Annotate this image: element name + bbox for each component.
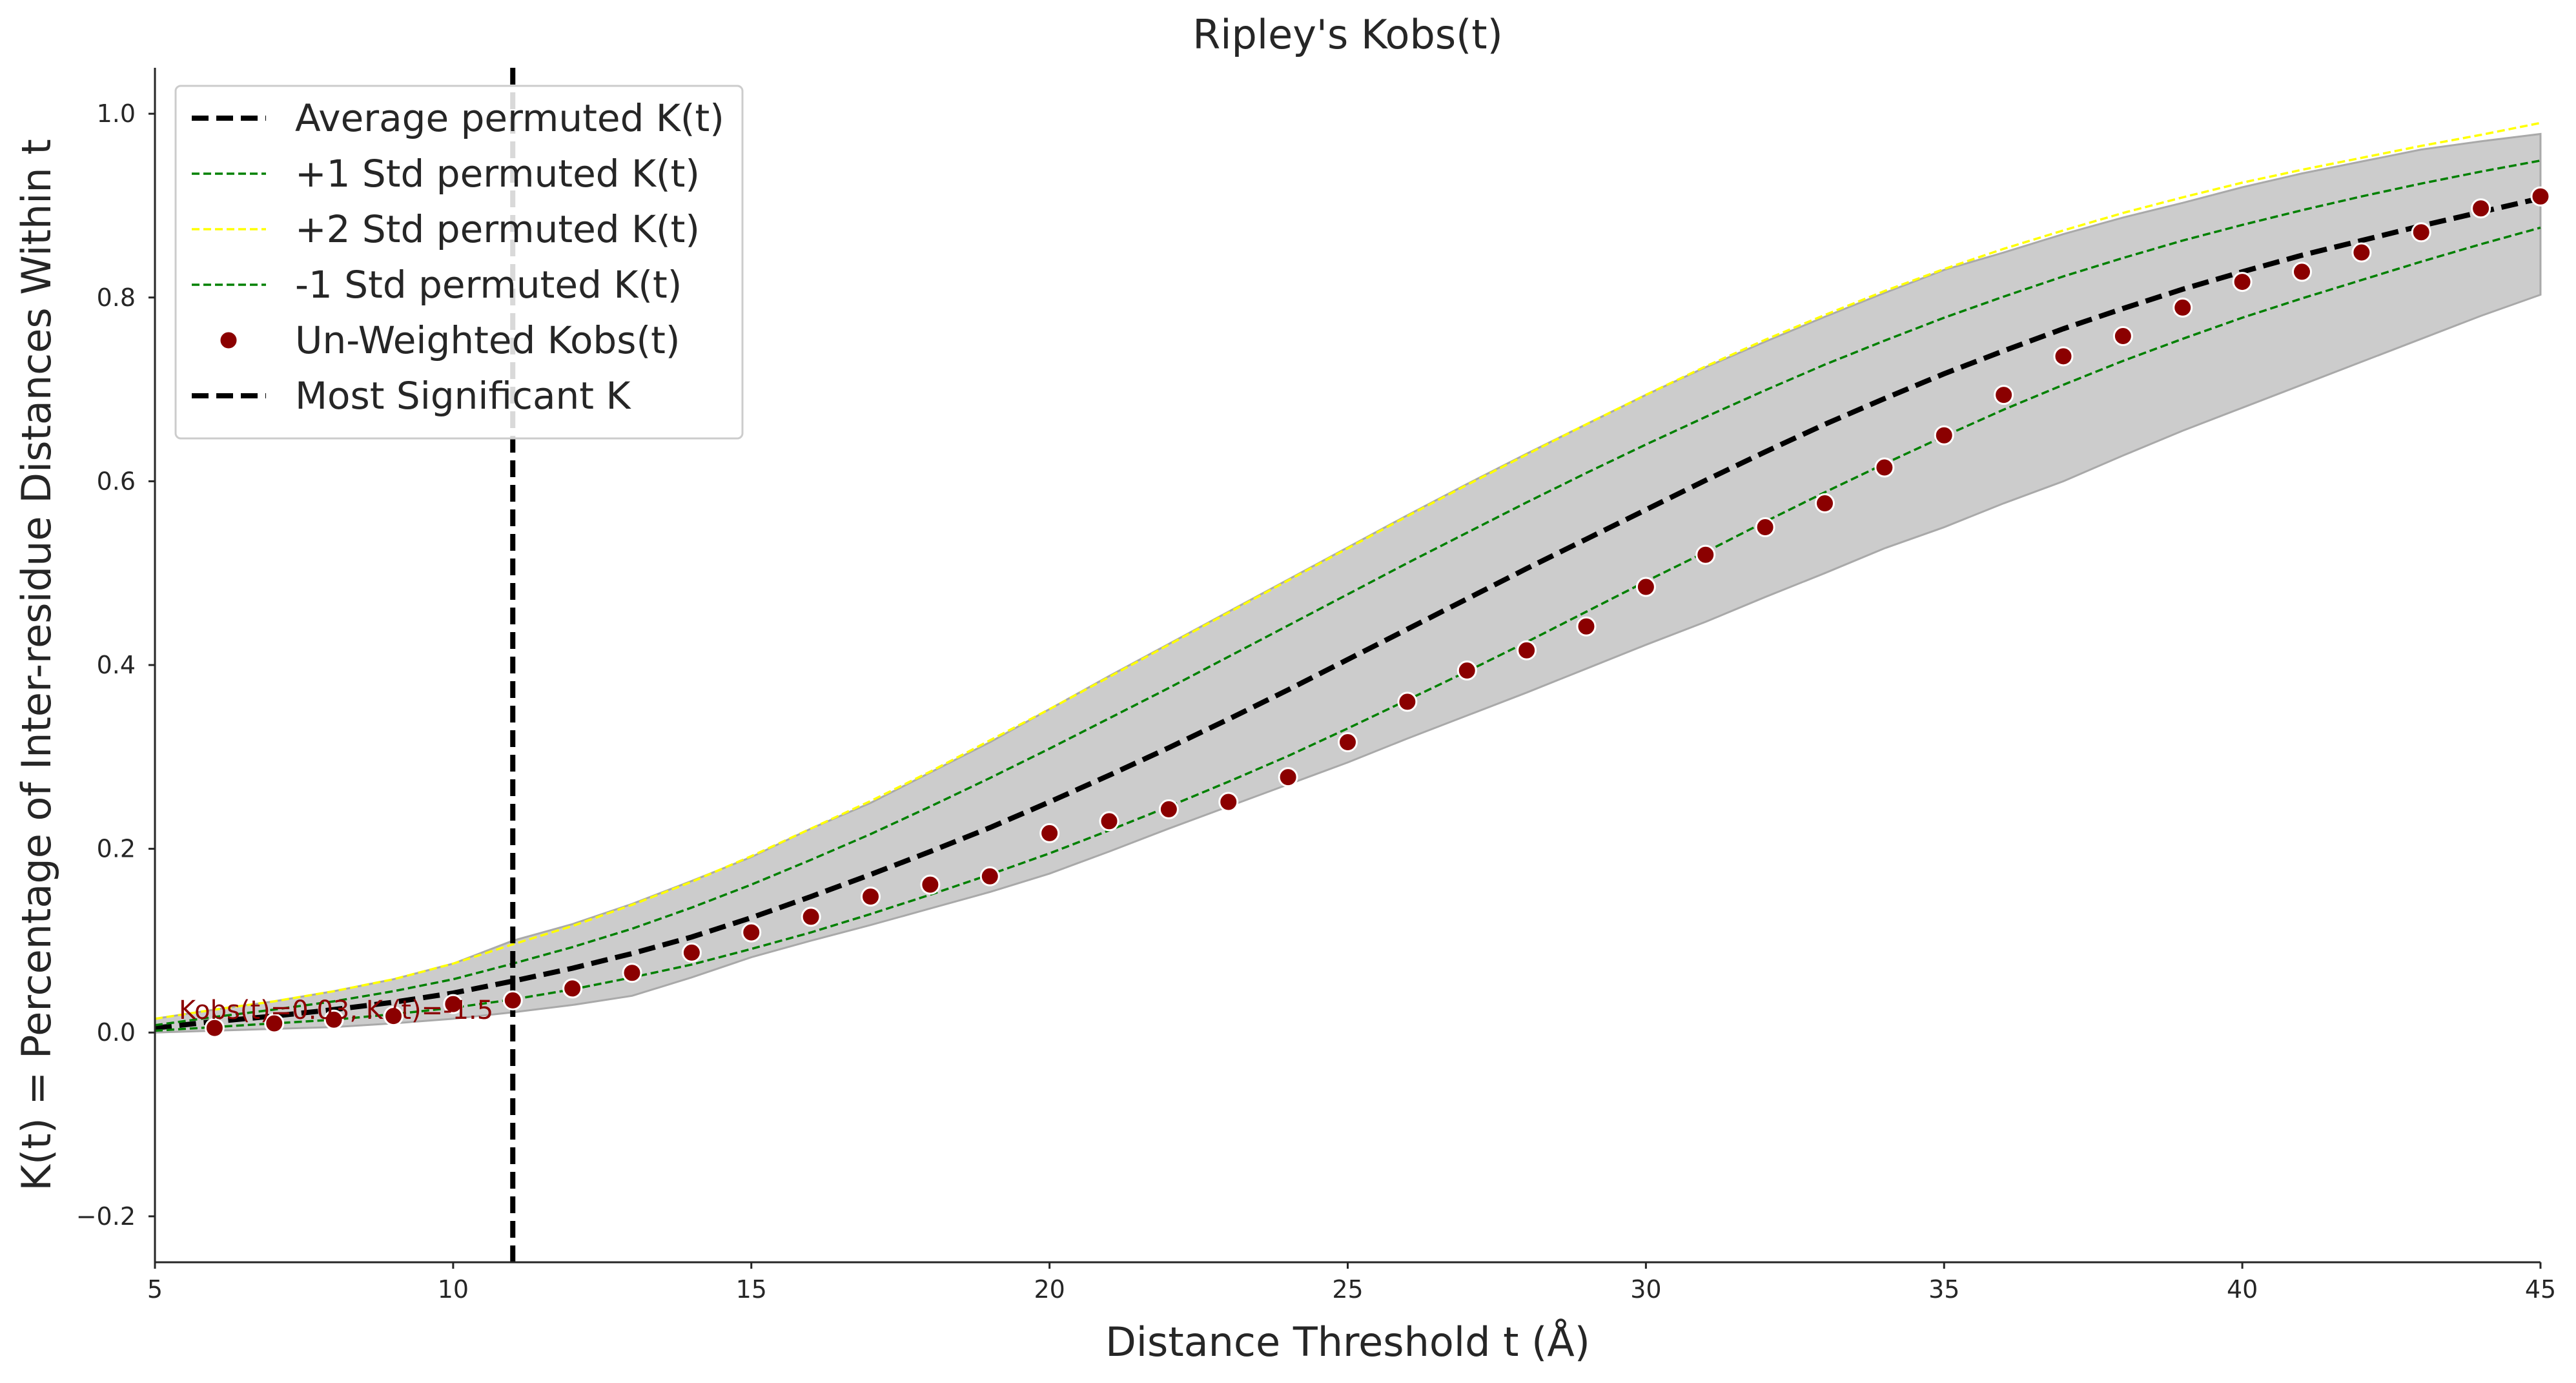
x-tick-label: 30 <box>1630 1275 1661 1304</box>
legend-entry: +1 Std permuted K(t) <box>192 152 700 196</box>
legend-entry: -1 Std permuted K(t) <box>192 263 682 307</box>
kobs-point <box>741 922 762 943</box>
kobs-annotation: Kobs(t)=0.03, K (t)=-1.5 <box>179 996 493 1025</box>
kobs-point <box>1338 732 1358 753</box>
kobs-point <box>323 1009 344 1030</box>
kobs-point <box>622 963 642 983</box>
kobs-point <box>1218 792 1239 812</box>
legend-entry: Un-Weighted Kobs(t) <box>218 318 680 362</box>
kobs-point <box>1874 457 1895 478</box>
legend-label: Most Significant K <box>295 374 631 418</box>
x-tick-label: 25 <box>1332 1275 1363 1304</box>
y-axis-label: K(t) = Percentage of Inter-residue Dista… <box>13 139 60 1191</box>
axes: 5 10 15 20 25 30 35 40 45 −0.2 0.0 0.2 0.4 0.6 0.8 1.0 <box>76 68 2556 1304</box>
x-tick-label: 35 <box>1928 1275 1959 1304</box>
kobs-point <box>2471 198 2491 219</box>
std-band <box>154 132 2542 1034</box>
kobs-point <box>1576 616 1597 637</box>
kobs-point <box>1635 577 1656 597</box>
kobs-point <box>204 1018 225 1038</box>
kobs-point <box>562 978 583 999</box>
y-tick-label: 0.4 <box>97 651 136 679</box>
legend-swatch <box>218 330 239 351</box>
kobs-point <box>861 886 881 907</box>
x-tick-label: 45 <box>2525 1275 2556 1304</box>
legend-label: -1 Std permuted K(t) <box>295 263 682 307</box>
kobs-point <box>1755 517 1775 538</box>
kobs-point <box>2053 346 2074 367</box>
kobs-point <box>979 866 1000 886</box>
x-tick-label: 20 <box>1034 1275 1065 1304</box>
kobs-point <box>2351 242 2372 263</box>
x-axis-label: Distance Threshold t (Å) <box>1105 1318 1590 1366</box>
kobs-point <box>1457 661 1477 681</box>
x-tick-label: 10 <box>438 1275 469 1304</box>
legend-entry: +2 Std permuted K(t) <box>192 207 700 251</box>
plus2-std-line <box>154 121 2541 1020</box>
kobs-point <box>2292 261 2312 282</box>
kobs-point <box>2411 222 2431 243</box>
x-tick-label: 40 <box>2227 1275 2258 1304</box>
kobs-point <box>920 874 941 895</box>
x-tick-label: 15 <box>736 1275 767 1304</box>
x-tick-label: 5 <box>147 1275 163 1304</box>
legend-label: +1 Std permuted K(t) <box>295 152 700 196</box>
plus1-std-line <box>154 159 2541 1027</box>
legend-label: Un-Weighted Kobs(t) <box>295 318 680 362</box>
kobs-point <box>1397 692 1418 712</box>
legend: Average permuted K(t) +1 Std permuted K(t… <box>174 85 744 440</box>
kobs-point <box>1099 811 1119 832</box>
y-tick-label: 0.8 <box>97 283 136 312</box>
kobs-point <box>1158 799 1179 819</box>
kobs-point <box>1695 544 1716 565</box>
y-tick-label: 0.2 <box>97 835 136 863</box>
kobs-point <box>1039 823 1060 843</box>
y-tick-label: −0.2 <box>76 1202 136 1231</box>
y-tick-label: 0.6 <box>97 467 136 495</box>
legend-label: +2 Std permuted K(t) <box>295 207 700 251</box>
kobs-point <box>443 994 464 1014</box>
legend-entry: Average permuted K(t) <box>192 96 724 140</box>
kobs-point <box>2232 272 2253 292</box>
kobs-point <box>1994 385 2014 405</box>
chart-title: Ripley's Kobs(t) <box>1192 11 1503 58</box>
kobs-point <box>264 1013 285 1034</box>
average-permuted-line <box>154 196 2541 1031</box>
kobs-point <box>1278 767 1298 788</box>
kobs-point <box>2530 186 2551 207</box>
kobs-point <box>383 1006 404 1027</box>
kobs-point <box>2112 326 2133 347</box>
legend-label: Average permuted K(t) <box>295 96 724 140</box>
minus1-std-line <box>154 226 2541 1032</box>
y-tick-label: 1.0 <box>97 99 136 128</box>
y-tick-label: 0.0 <box>97 1018 136 1047</box>
kobs-point <box>1815 493 1835 514</box>
kobs-point <box>801 907 821 927</box>
kobs-point <box>681 942 702 963</box>
legend-box <box>174 85 744 440</box>
kobs-point <box>1517 640 1537 661</box>
legend-entry: Most Significant K <box>192 374 631 418</box>
kobs-point <box>2172 297 2193 318</box>
kobs-point <box>502 990 523 1010</box>
kobs-point <box>1934 425 1954 446</box>
